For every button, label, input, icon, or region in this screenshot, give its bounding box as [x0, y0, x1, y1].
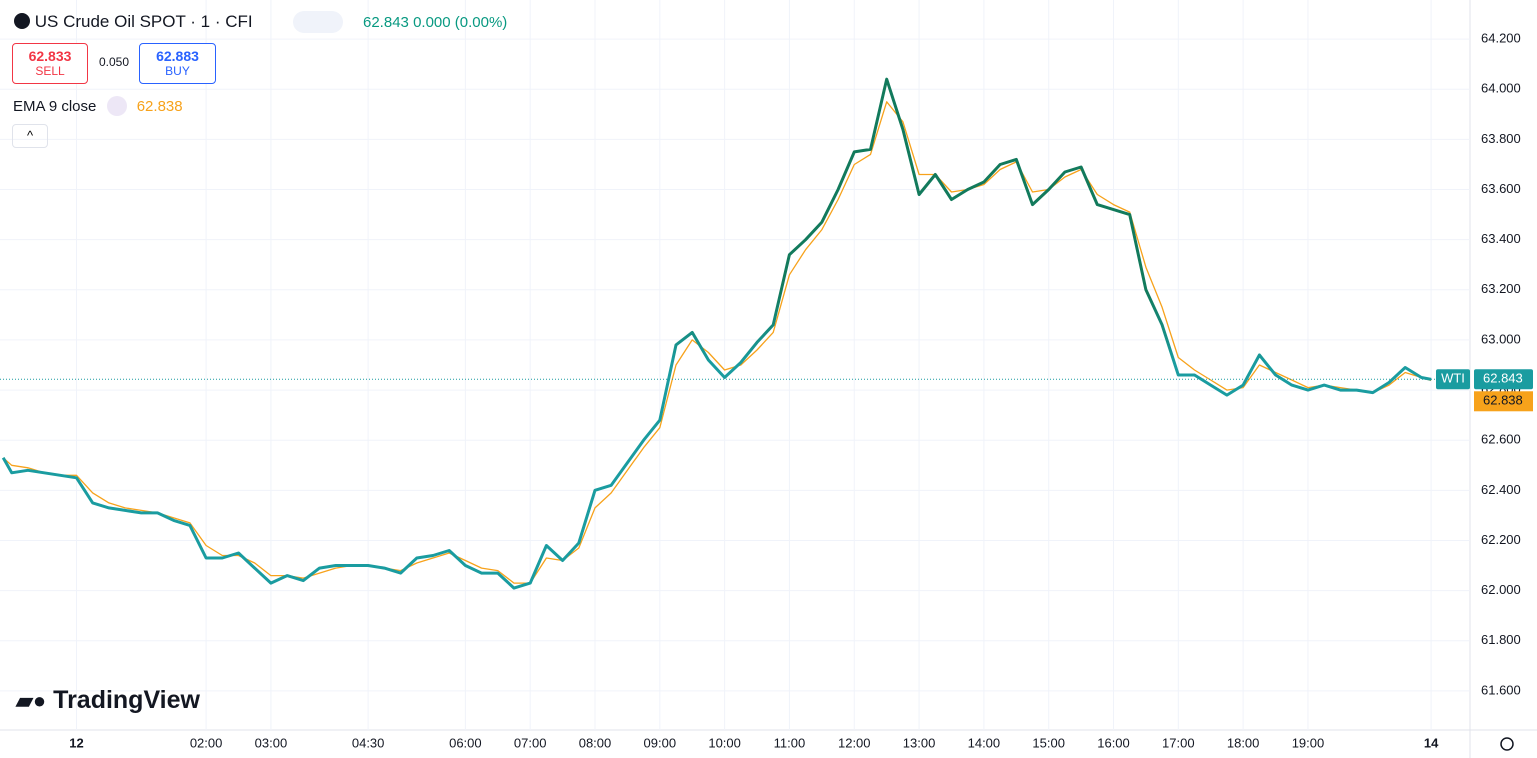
x-tick-label: 18:00 — [1227, 735, 1260, 750]
x-tick-label: 16:00 — [1097, 735, 1130, 750]
symbol: US Crude Oil SPOT · 1 · CFI — [14, 12, 253, 32]
sell-label: SELL — [35, 64, 65, 78]
buy-button[interactable]: 62.883 BUY — [139, 43, 216, 84]
y-tick-label: 62.400 — [1481, 482, 1521, 497]
y-tick-label: 61.600 — [1481, 682, 1521, 697]
buy-price: 62.883 — [156, 48, 199, 64]
last-price: 62.843 — [363, 14, 409, 31]
price-tag — [1474, 369, 1533, 390]
y-tick-label: 62.000 — [1481, 582, 1521, 597]
y-tick-label: 63.800 — [1481, 131, 1521, 146]
x-tick-label: 12 — [69, 735, 83, 750]
y-tick-label: 63.400 — [1481, 231, 1521, 246]
y-tick-label: 64.200 — [1481, 31, 1521, 46]
ema-value: 62.838 — [136, 98, 183, 115]
sell-price: 62.833 — [28, 48, 72, 64]
x-tick-label: 14 — [1424, 735, 1439, 750]
y-tick-label: 61.800 — [1481, 632, 1521, 647]
x-tick-label: 14:00 — [968, 735, 1001, 750]
y-tick-label: 63.600 — [1481, 181, 1521, 196]
x-tick-label: 11:00 — [774, 735, 806, 750]
ema-line — [2, 101, 1432, 584]
y-tick-label: 62.200 — [1481, 532, 1521, 547]
symbol-title: US Crude Oil SPOT · 1 · CFI — [34, 12, 253, 31]
logo-text: TradingView — [53, 686, 200, 714]
x-tick-label: 06:00 — [449, 735, 482, 750]
price-tag-label: 62.843 — [1483, 371, 1523, 386]
symbol-tag — [1436, 369, 1470, 390]
x-tick-label: 02:00 — [190, 735, 223, 750]
ema-tag — [1474, 391, 1533, 412]
x-tick-label: 10:00 — [708, 735, 741, 750]
ema-tag-label: 62.838 — [1483, 393, 1523, 408]
x-tick-label: 08:00 — [579, 735, 612, 750]
buy-label: BUY — [165, 64, 190, 78]
y-tick-label: 63.000 — [1481, 331, 1521, 346]
x-tick-label: 09:00 — [644, 735, 677, 750]
change: 0.000 (0.00%) — [413, 14, 508, 31]
y-tick-label: 64.000 — [1481, 81, 1521, 96]
logo: ▰● TradingView — [16, 686, 200, 714]
x-tick-label: 17:00 — [1162, 735, 1195, 750]
spread: 0.050 — [99, 55, 130, 69]
price-line — [1, 77, 1432, 590]
ema-legend: EMA 9 close 62.838 — [13, 96, 183, 116]
x-tick-label: 03:00 — [255, 735, 288, 750]
ema-name: EMA 9 close — [13, 98, 97, 115]
x-tick-label: 12:00 — [838, 735, 871, 750]
settings-icon[interactable] — [1500, 737, 1514, 751]
x-tick-label: 15:00 — [1032, 735, 1065, 750]
collapse-button[interactable]: ^ — [12, 124, 48, 148]
y-tick-label: 62.600 — [1481, 432, 1521, 447]
toggle[interactable] — [293, 11, 343, 33]
y-tick-label: 63.200 — [1481, 281, 1521, 296]
sell-button[interactable]: 62.833 SELL — [12, 43, 88, 84]
x-tick-label: 19:00 — [1292, 735, 1325, 750]
x-tick-label: 13:00 — [903, 735, 936, 750]
symbol-tag-label: WTI — [1441, 371, 1465, 386]
x-tick-label: 04:30 — [352, 735, 385, 750]
x-tick-label: 07:00 — [514, 735, 547, 750]
